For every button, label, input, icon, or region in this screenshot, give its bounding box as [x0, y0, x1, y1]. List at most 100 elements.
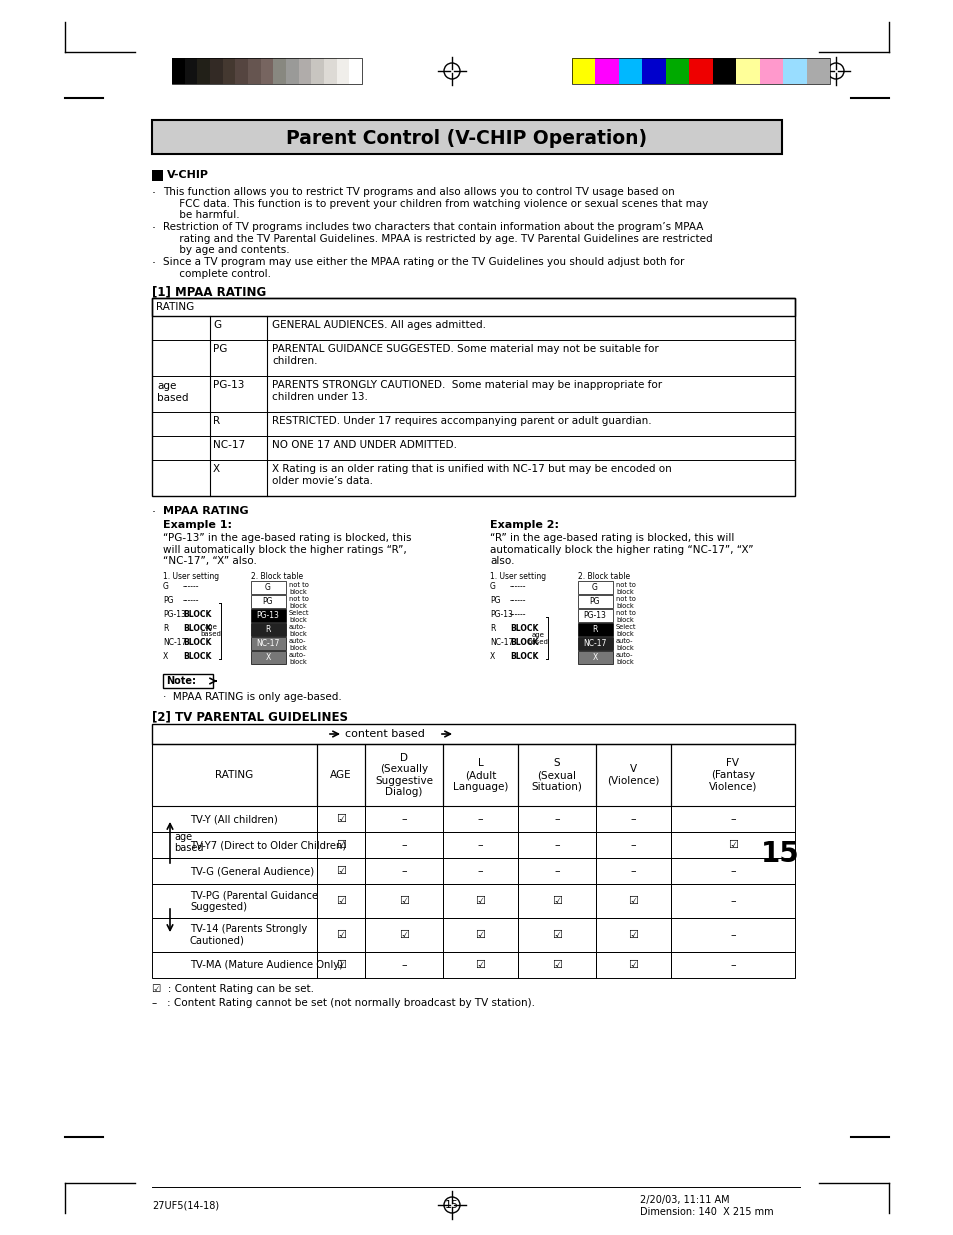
Text: X: X	[213, 464, 220, 474]
Text: –   : Content Rating cannot be set (not normally broadcast by TV station).: – : Content Rating cannot be set (not no…	[152, 998, 535, 1008]
Text: PG-13: PG-13	[256, 611, 279, 620]
Text: R: R	[213, 416, 220, 426]
Bar	[251, 595, 286, 608]
Bar	[517, 884, 596, 918]
Text: L
(Adult
Language): L (Adult Language)	[453, 758, 508, 792]
Text: not to
block: not to block	[616, 597, 636, 609]
Text: ☑: ☑	[475, 897, 485, 906]
Bar	[517, 806, 596, 832]
Bar	[152, 858, 316, 884]
Bar	[578, 609, 613, 622]
Bar	[172, 58, 185, 84]
Text: ------: ------	[510, 582, 526, 592]
Text: NC-17: NC-17	[213, 440, 245, 450]
Bar	[197, 58, 210, 84]
Text: ------: ------	[510, 597, 526, 605]
Text: ☑: ☑	[552, 930, 561, 940]
Text: BLOCK: BLOCK	[183, 638, 212, 647]
Text: R: R	[265, 625, 271, 635]
Bar	[578, 637, 613, 650]
Bar	[324, 58, 336, 84]
Bar	[596, 743, 670, 806]
Text: auto-
block: auto- block	[289, 652, 307, 664]
Bar	[260, 58, 274, 84]
Text: ☑: ☑	[727, 840, 738, 850]
Text: ☑: ☑	[628, 960, 638, 969]
Text: –: –	[729, 866, 735, 876]
Bar	[517, 858, 596, 884]
Text: ☑: ☑	[335, 897, 346, 906]
Text: G: G	[265, 583, 271, 593]
Text: auto-
block: auto- block	[289, 624, 307, 637]
Text: AGE: AGE	[330, 769, 352, 781]
Bar	[365, 832, 442, 858]
Text: PG: PG	[490, 597, 500, 605]
Text: PG-13: PG-13	[163, 610, 186, 619]
Text: 2/20/03, 11:11 AM
Dimension: 140  X 215 mm: 2/20/03, 11:11 AM Dimension: 140 X 215 m…	[639, 1195, 773, 1216]
Bar	[782, 58, 806, 84]
Text: content based: content based	[345, 729, 424, 739]
Bar	[670, 743, 794, 806]
Bar	[670, 806, 794, 832]
Text: 15: 15	[760, 840, 800, 868]
Text: –: –	[477, 866, 483, 876]
Bar	[578, 622, 613, 636]
Text: –: –	[630, 866, 636, 876]
Text: age
based: age based	[200, 625, 221, 637]
Text: Restriction of TV programs includes two characters that contain information abou: Restriction of TV programs includes two …	[163, 222, 712, 256]
Bar	[152, 170, 163, 182]
Text: ☑: ☑	[335, 866, 346, 876]
Bar	[670, 832, 794, 858]
Text: X: X	[163, 652, 168, 661]
Bar	[365, 884, 442, 918]
Text: –: –	[729, 897, 735, 906]
Text: not to
block: not to block	[289, 582, 309, 595]
Bar	[805, 58, 829, 84]
Bar	[517, 952, 596, 978]
Bar	[235, 58, 248, 84]
Bar	[517, 918, 596, 952]
Text: Parent Control (V-CHIP Operation): Parent Control (V-CHIP Operation)	[286, 128, 647, 147]
Bar	[298, 58, 312, 84]
Bar	[152, 743, 316, 806]
Text: ·: ·	[152, 222, 156, 235]
Bar	[251, 637, 286, 650]
Bar	[595, 58, 618, 84]
Text: ☑: ☑	[628, 930, 638, 940]
Text: G: G	[490, 582, 496, 592]
Text: GENERAL AUDIENCES. All ages admitted.: GENERAL AUDIENCES. All ages admitted.	[272, 320, 485, 330]
Text: Select
block: Select block	[289, 610, 309, 622]
Text: –: –	[401, 866, 406, 876]
Text: ☑: ☑	[552, 960, 561, 969]
Bar	[365, 743, 442, 806]
Text: 15: 15	[444, 1200, 458, 1210]
Text: –: –	[401, 960, 406, 969]
Bar	[316, 952, 365, 978]
Text: –: –	[477, 814, 483, 824]
Text: not to
block: not to block	[289, 597, 309, 609]
Text: PG: PG	[163, 597, 173, 605]
Text: PG: PG	[213, 345, 227, 354]
Text: “R” in the age-based rating is blocked, this will
automatically block the higher: “R” in the age-based rating is blocked, …	[490, 534, 753, 566]
Text: This function allows you to restrict TV programs and also allows you to control : This function allows you to restrict TV …	[163, 186, 707, 220]
Text: ☑: ☑	[335, 960, 346, 969]
Text: BLOCK: BLOCK	[183, 610, 212, 619]
Text: TV-PG (Parental Guidance
Suggested): TV-PG (Parental Guidance Suggested)	[190, 890, 317, 911]
Text: X Rating is an older rating that is unified with NC-17 but may be encoded on
old: X Rating is an older rating that is unif…	[272, 464, 671, 485]
Text: ☑: ☑	[475, 960, 485, 969]
Text: PG: PG	[262, 598, 273, 606]
Bar	[222, 58, 235, 84]
Text: TV-Y7 (Direct to Older Children): TV-Y7 (Direct to Older Children)	[190, 840, 346, 850]
Bar	[152, 884, 316, 918]
Text: RESTRICTED. Under 17 requires accompanying parent or adult guardian.: RESTRICTED. Under 17 requires accompanyi…	[272, 416, 651, 426]
Text: Select
block: Select block	[616, 624, 636, 637]
Text: –: –	[401, 814, 406, 824]
Text: NC-17: NC-17	[490, 638, 513, 647]
Text: PG-13: PG-13	[490, 610, 513, 619]
Text: PG-13: PG-13	[583, 611, 606, 620]
Bar	[670, 858, 794, 884]
Bar	[152, 724, 794, 743]
Text: TV-Y (All children): TV-Y (All children)	[190, 814, 277, 824]
Bar	[442, 918, 517, 952]
Text: [2] TV PARENTAL GUIDELINES: [2] TV PARENTAL GUIDELINES	[152, 710, 348, 722]
